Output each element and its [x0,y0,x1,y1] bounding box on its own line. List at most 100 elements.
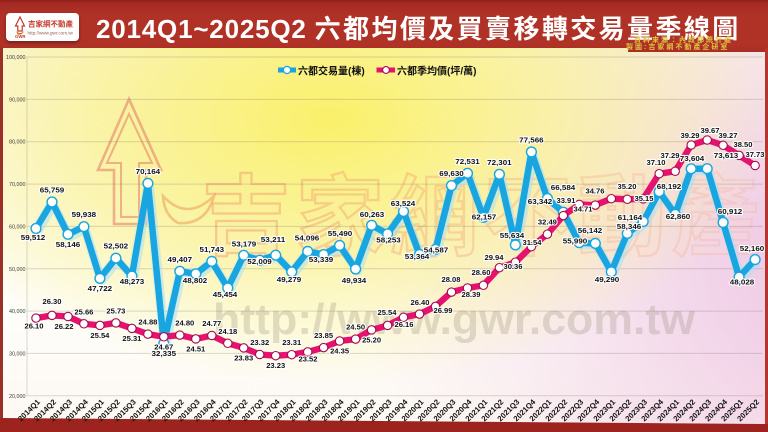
svg-text:http://www.gwr.com.tw: http://www.gwr.com.tw [213,295,696,344]
svg-text:吉家網不動產: 吉家網不動產 [28,19,73,30]
svg-text:http://www.gwr.com.tw: http://www.gwr.com.tw [28,31,74,36]
svg-text:39.27: 39.27 [718,131,737,140]
svg-text:55,634: 55,634 [500,231,525,240]
svg-text:53,364: 53,364 [405,252,430,261]
svg-text:59,938: 59,938 [72,210,97,219]
svg-text:26.10: 26.10 [24,322,43,331]
svg-text:26.99: 26.99 [433,306,452,315]
svg-text:24.50: 24.50 [346,323,365,332]
svg-text:52,502: 52,502 [104,242,129,251]
svg-text:23.83: 23.83 [234,353,253,362]
svg-text:49,934: 49,934 [342,276,367,285]
svg-text:25.73: 25.73 [106,306,125,315]
svg-text:GWR: GWR [15,34,26,39]
svg-text:49,290: 49,290 [595,275,620,284]
svg-text:58,346: 58,346 [617,222,642,231]
svg-text:45,454: 45,454 [213,290,238,299]
svg-text:37.10: 37.10 [646,158,665,167]
svg-text:65,759: 65,759 [40,186,65,195]
svg-text:55,490: 55,490 [328,229,353,238]
svg-text:34.71: 34.71 [573,205,593,214]
svg-text:80,000: 80,000 [9,140,26,146]
svg-text:63,342: 63,342 [528,197,553,206]
svg-text:24.80: 24.80 [175,319,194,328]
svg-text:54,587: 54,587 [424,246,449,255]
svg-text:62,157: 62,157 [472,213,497,222]
svg-text:25.54: 25.54 [90,331,110,340]
svg-text:26.30: 26.30 [42,297,61,306]
svg-text:70,164: 70,164 [136,167,161,176]
svg-text:48,273: 48,273 [120,277,145,286]
svg-text:31.54: 31.54 [522,238,542,247]
svg-text:53,211: 53,211 [261,235,286,244]
svg-text:23.32: 23.32 [250,338,269,347]
svg-text:69,630: 69,630 [439,169,464,178]
svg-text:26.40: 26.40 [410,298,429,307]
svg-text:73,604: 73,604 [680,154,705,163]
svg-text:58,146: 58,146 [56,240,81,249]
svg-text:29.94: 29.94 [484,253,504,262]
svg-text:六都交易量(棟): 六都交易量(棟) [298,63,365,78]
svg-text:30,000: 30,000 [9,351,26,357]
svg-text:32.49: 32.49 [538,218,557,227]
svg-text:37.29: 37.29 [660,151,679,160]
svg-text:26.22: 26.22 [54,322,73,331]
svg-text:25.54: 25.54 [377,308,397,317]
svg-text:38.50: 38.50 [733,140,752,149]
svg-text:28.08: 28.08 [441,275,460,284]
svg-text:60,263: 60,263 [360,210,385,219]
svg-text:52,160: 52,160 [740,244,765,253]
svg-text:100,000: 100,000 [6,55,26,61]
svg-text:23.85: 23.85 [314,331,334,340]
svg-text:35.20: 35.20 [617,182,636,191]
svg-text:24.18: 24.18 [218,327,237,336]
svg-text:23.52: 23.52 [298,355,317,364]
svg-text:37.73: 37.73 [745,150,764,159]
svg-text:六都季均價(坪/萬): 六都季均價(坪/萬) [397,63,476,78]
svg-text:68,192: 68,192 [657,182,682,191]
svg-text:63,524: 63,524 [391,199,416,208]
svg-text:52,009: 52,009 [247,257,272,266]
svg-text:25.20: 25.20 [362,335,381,344]
svg-text:24.35: 24.35 [330,347,350,356]
svg-text:32,335: 32,335 [152,349,177,358]
svg-text:70,000: 70,000 [9,182,26,188]
svg-text:24.77: 24.77 [202,319,221,328]
svg-text:25.31: 25.31 [122,334,142,343]
svg-text:60,000: 60,000 [9,224,26,230]
svg-text:54,096: 54,096 [295,234,320,243]
svg-text:73,613: 73,613 [714,151,739,160]
svg-text:24.88: 24.88 [138,318,157,327]
svg-text:28.39: 28.39 [461,290,480,299]
svg-text:60,912: 60,912 [718,207,743,216]
svg-text:51,743: 51,743 [200,245,225,254]
svg-text:47,722: 47,722 [88,284,113,293]
svg-text:55,990: 55,990 [563,237,588,246]
svg-text:62,860: 62,860 [666,212,691,221]
svg-text:56,142: 56,142 [578,226,603,235]
svg-text:49,279: 49,279 [277,275,302,284]
svg-text:26.16: 26.16 [394,320,413,329]
svg-text:20,000: 20,000 [9,394,26,400]
svg-text:23.31: 23.31 [282,338,302,347]
svg-text:39.29: 39.29 [680,131,699,140]
svg-text:24.51: 24.51 [186,344,206,353]
svg-text:61,164: 61,164 [618,213,643,222]
svg-text:39.67: 39.67 [700,126,719,135]
svg-text:58,253: 58,253 [376,236,401,245]
svg-text:48,028: 48,028 [730,278,755,287]
svg-text:34.76: 34.76 [585,187,604,196]
svg-text:53,179: 53,179 [232,240,257,249]
svg-text:90,000: 90,000 [9,97,26,103]
svg-text:24.67: 24.67 [154,342,173,351]
svg-text:50,000: 50,000 [9,267,26,273]
svg-text:66,584: 66,584 [551,183,576,192]
svg-text:35.15: 35.15 [634,194,654,203]
svg-text:77,566: 77,566 [519,136,544,145]
svg-text:28.60: 28.60 [471,268,490,277]
svg-text:30.36: 30.36 [503,262,522,271]
svg-text:25.66: 25.66 [74,307,93,316]
svg-text:40,000: 40,000 [9,309,26,315]
svg-text:72,301: 72,301 [487,158,512,167]
svg-text:49,407: 49,407 [168,255,193,264]
